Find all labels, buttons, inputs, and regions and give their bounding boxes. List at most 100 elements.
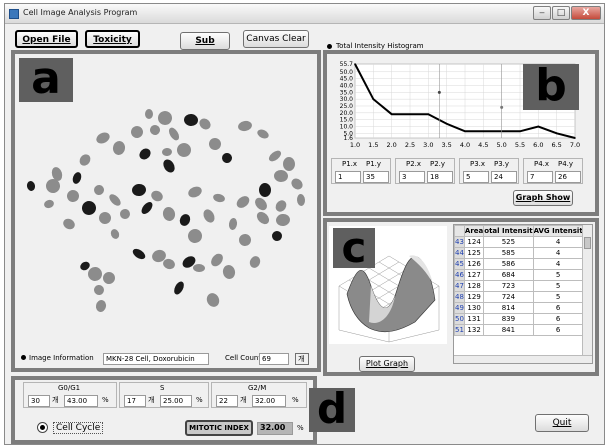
column-header-total[interactable]: otal Intensit: [484, 226, 533, 237]
plot-graph-button[interactable]: Plot Graph: [359, 356, 415, 372]
point-3-x-field[interactable]: 5: [463, 171, 489, 183]
cell-area: 125: [464, 248, 483, 259]
s-group: S 17 개 25.00 %: [119, 382, 209, 408]
row-index: 49: [455, 303, 465, 314]
data-point: [464, 130, 466, 132]
data-table[interactable]: Area otal Intensit AVG Intensit 43 124 525…: [453, 224, 593, 364]
mitotic-index-button[interactable]: MITOTIC INDEX: [185, 420, 253, 436]
g0g1-group: G0/G1 30 개 43.00 %: [23, 382, 117, 408]
maximize-button[interactable]: □: [552, 6, 570, 20]
point-1-x-field[interactable]: 1: [335, 171, 361, 183]
g0g1-pct-unit: %: [102, 396, 109, 405]
g0g1-pct-field[interactable]: 43.00: [64, 395, 98, 407]
cell-avg: 5: [533, 270, 583, 281]
g2m-pct-field[interactable]: 32.00: [252, 395, 286, 407]
panel-d-label: d: [309, 388, 355, 432]
cell-count-field[interactable]: 69: [259, 353, 289, 365]
app-icon: [9, 9, 19, 19]
point-group-1: P1.x P1.y 1 35: [331, 158, 391, 184]
marker-dot: [438, 91, 441, 94]
gray-cell: [130, 125, 145, 140]
column-header-area[interactable]: Area: [464, 226, 483, 237]
g2m-count-field[interactable]: 22: [216, 395, 238, 407]
gray-cell: [255, 210, 272, 227]
gray-cell: [162, 147, 173, 156]
point-3-x-label: P3.x: [470, 160, 485, 169]
vertical-scroll-thumb[interactable]: [584, 237, 591, 249]
panel-c-label: c: [333, 228, 375, 268]
row-index: 48: [455, 292, 465, 303]
canvas-clear-button[interactable]: Canvas Clear: [243, 30, 309, 48]
window-title: Cell Image Analysis Program: [23, 8, 137, 17]
column-header-avg[interactable]: AVG Intensit: [533, 226, 583, 237]
gray-cell: [145, 109, 153, 119]
cell-total: 723: [484, 281, 533, 292]
point-4-y-field[interactable]: 26: [555, 171, 581, 183]
cell-cycle-radio[interactable]: [37, 422, 48, 433]
point-group-2: P2.x P2.y 3 18: [395, 158, 455, 184]
table-vertical-scrollbar[interactable]: [582, 225, 592, 355]
table-row[interactable]: 44 125 585 4: [455, 248, 584, 259]
point-1-x-label: P1.x: [342, 160, 357, 169]
data-point: [391, 113, 393, 115]
table-row[interactable]: 49 130 814 6: [455, 303, 584, 314]
s-count-field[interactable]: 17: [124, 395, 146, 407]
g0g1-unit: 개: [52, 396, 58, 405]
dark-cell: [221, 152, 233, 164]
table-row[interactable]: 50 131 839 6: [455, 314, 584, 325]
point-1-y-field[interactable]: 35: [363, 171, 389, 183]
table-row[interactable]: 48 129 724 5: [455, 292, 584, 303]
x-tick-label: 4.0: [460, 141, 470, 149]
point-2-y-field[interactable]: 18: [427, 171, 453, 183]
row-index: 44: [455, 248, 465, 259]
gray-cell: [297, 194, 306, 207]
g2m-unit: 개: [240, 396, 246, 405]
point-4-x-field[interactable]: 7: [527, 171, 553, 183]
table-horizontal-scrollbar[interactable]: [454, 355, 592, 363]
x-tick-label: 3.0: [423, 141, 433, 149]
cell-avg: 5: [533, 292, 583, 303]
gray-cell: [221, 264, 236, 280]
x-tick-label: 6.5: [551, 141, 561, 149]
toxicity-button[interactable]: Toxicity: [85, 30, 140, 48]
g2m-label: G2/M: [248, 384, 266, 393]
gray-cell: [267, 149, 283, 164]
close-button[interactable]: X: [571, 6, 601, 20]
dark-cell: [131, 247, 147, 261]
gray-cell: [162, 206, 177, 222]
quit-button[interactable]: Quit: [535, 414, 589, 432]
row-index: 47: [455, 281, 465, 292]
dark-cell: [161, 157, 177, 174]
point-3-y-label: P3.y: [494, 160, 509, 169]
cell-total: 586: [484, 259, 533, 270]
cell-cycle-label[interactable]: Cell Cycle: [53, 422, 103, 434]
cell-avg: 4: [533, 248, 583, 259]
table-row[interactable]: 43 124 525 4: [455, 237, 584, 248]
cell-image-canvas[interactable]: [19, 104, 309, 344]
gray-cell: [193, 264, 205, 272]
gray-cell: [228, 218, 238, 231]
sub-button[interactable]: Sub: [180, 32, 230, 50]
cell-avg: 6: [533, 314, 583, 325]
table-row[interactable]: 51 132 841 6: [455, 325, 584, 336]
x-tick-label: 4.5: [478, 141, 488, 149]
g0g1-count-field[interactable]: 30: [28, 395, 50, 407]
image-info-field[interactable]: MKN-28 Cell, Doxorubicin: [103, 353, 209, 365]
gray-cell: [207, 136, 223, 152]
graph-show-button[interactable]: Graph Show: [513, 190, 573, 206]
gray-cell: [87, 266, 103, 282]
cell-avg: 4: [533, 237, 583, 248]
open-file-button[interactable]: Open File: [15, 30, 78, 48]
panel-d: G0/G1 30 개 43.00 % S 17 개 25.00 % G2/M 2…: [11, 376, 317, 444]
point-2-x-field[interactable]: 3: [399, 171, 425, 183]
gray-cell: [167, 126, 181, 142]
gray-cell: [209, 251, 226, 268]
point-3-y-field[interactable]: 24: [491, 171, 517, 183]
s-pct-field[interactable]: 25.00: [160, 395, 192, 407]
minimize-button[interactable]: ‒: [533, 6, 551, 20]
table-row[interactable]: 46 127 684 5: [455, 270, 584, 281]
table-row[interactable]: 47 128 723 5: [455, 281, 584, 292]
row-index: 50: [455, 314, 465, 325]
table-row[interactable]: 45 126 586 4: [455, 259, 584, 270]
mitotic-index-field: 32.00: [257, 422, 293, 435]
